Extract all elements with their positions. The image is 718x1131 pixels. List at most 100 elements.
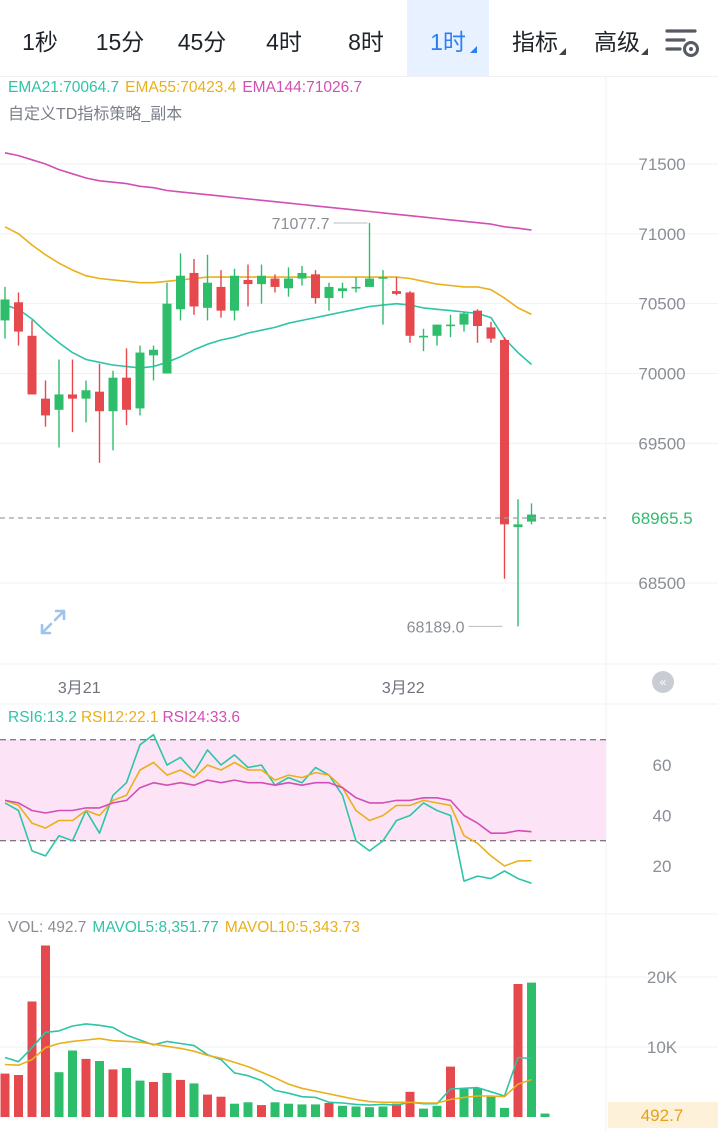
rsi-band xyxy=(0,739,606,841)
ema55-value: EMA55:70423.4 xyxy=(125,79,237,96)
tab-advanced[interactable]: 高级 xyxy=(579,0,655,76)
volume-bar xyxy=(392,1103,401,1117)
high-price-label: 71077.7 xyxy=(272,216,330,233)
volume-bar xyxy=(405,1091,415,1117)
settings-icon[interactable] xyxy=(662,22,702,62)
candle-body xyxy=(324,286,334,299)
current-volume-label: 492.7 xyxy=(641,1106,684,1125)
volume-bar xyxy=(230,1103,239,1117)
candle-body xyxy=(270,278,280,287)
rsi-line-rsi12 xyxy=(4,761,532,867)
price-tick-label: 70000 xyxy=(638,365,685,384)
price-tick-label: 70500 xyxy=(638,295,685,314)
tab-label: 4时 xyxy=(266,29,302,55)
candle-body xyxy=(81,390,91,399)
volume-bar xyxy=(108,1069,118,1117)
rsi6-value: RSI6:13.2 xyxy=(8,709,77,726)
candle-body xyxy=(351,286,361,289)
candle-body xyxy=(14,302,23,332)
candle-body xyxy=(203,282,212,308)
tab-label: 高级 xyxy=(594,29,640,55)
volume-tick-label: 10K xyxy=(647,1038,678,1057)
ema144-line xyxy=(4,152,532,231)
candle-body xyxy=(513,524,523,528)
volume-bar xyxy=(459,1089,469,1117)
tab-15m[interactable]: 15分 xyxy=(82,0,158,76)
candle-body xyxy=(297,272,307,279)
volume-bar xyxy=(378,1106,388,1117)
tab-label: 指标 xyxy=(512,29,558,55)
volume-ma-line-mavol10 xyxy=(4,1037,532,1104)
candle-body xyxy=(365,278,374,287)
tab-4h[interactable]: 4时 xyxy=(246,0,322,76)
volume-bar xyxy=(216,1096,226,1117)
volume-bar xyxy=(311,1104,320,1117)
volume-bar xyxy=(135,1080,145,1117)
price-tick-label: 71000 xyxy=(638,225,685,244)
tab-45m[interactable]: 45分 xyxy=(164,0,240,76)
candle-body xyxy=(0,299,10,321)
rsi-tick-label: 60 xyxy=(653,756,672,775)
mavol10-value: MAVOL10:5,343.73 xyxy=(224,919,360,936)
tab-label: 15分 xyxy=(95,29,145,55)
tab-indicators[interactable]: 指标 xyxy=(497,0,573,76)
vol-value: VOL: 492.7 xyxy=(8,919,87,936)
candle-body xyxy=(432,324,442,336)
volume-bar xyxy=(297,1104,307,1117)
tab-1s[interactable]: 1秒 xyxy=(4,0,76,76)
candle-body xyxy=(446,324,455,327)
rsi-legend: RSI6:13.2 RSI12:22.1 RSI24:33.6 xyxy=(8,709,246,727)
tab-label: 45分 xyxy=(177,29,227,55)
kline-chart[interactable]: 71500 71000 70500 70000 69500 68500 3月21 3月22 71… xyxy=(0,76,718,1131)
candle-body xyxy=(392,291,401,294)
tab-8h[interactable]: 8时 xyxy=(328,0,404,76)
volume-bar xyxy=(162,1072,172,1117)
dropdown-indicator-icon xyxy=(559,48,566,55)
volume-bar xyxy=(0,1073,10,1117)
volume-bar xyxy=(81,1058,91,1117)
volume-bar xyxy=(486,1096,496,1117)
candle-body xyxy=(419,335,428,338)
volume-bar xyxy=(189,1083,199,1117)
volume-bar xyxy=(419,1108,428,1117)
current-price-label: 68965.5 xyxy=(631,509,692,528)
ema21-line xyxy=(4,302,533,369)
volume-bar xyxy=(270,1102,280,1117)
volume-bar xyxy=(365,1107,374,1117)
rsi-tick-label: 20 xyxy=(653,857,672,876)
volume-bar xyxy=(41,945,50,1117)
timeframe-tabs: 1秒 15分 45分 4时 8时 1时 指标 高级 xyxy=(0,0,718,77)
volume-bar xyxy=(351,1106,361,1117)
candle-body xyxy=(108,377,118,412)
volume-bar xyxy=(324,1103,334,1117)
dropdown-indicator-icon xyxy=(470,46,477,53)
ema55-line xyxy=(4,226,532,316)
tab-1h[interactable]: 1时 xyxy=(407,0,489,76)
tab-label: 8时 xyxy=(348,29,384,55)
volume-bar xyxy=(338,1105,347,1117)
volume-bar xyxy=(203,1094,212,1117)
volume-tick-label: 20K xyxy=(647,968,678,987)
date-tick-label: 3月22 xyxy=(382,680,425,697)
candle-body xyxy=(27,335,37,395)
volume-bar xyxy=(14,1075,23,1117)
fullscreen-icon[interactable] xyxy=(34,603,72,641)
candle-body xyxy=(216,286,226,311)
collapse-button[interactable]: « xyxy=(652,671,674,693)
volume-bar xyxy=(500,1107,509,1117)
tab-label: 1时 xyxy=(430,29,466,55)
price-tick-label: 69500 xyxy=(638,434,685,453)
dropdown-indicator-icon xyxy=(641,48,648,55)
date-tick-label: 3月21 xyxy=(58,680,101,697)
candle-body xyxy=(122,377,131,410)
volume-bar xyxy=(68,1050,77,1117)
ema144-value: EMA144:71026.7 xyxy=(242,79,363,96)
volume-bar xyxy=(473,1088,482,1117)
volume-bar xyxy=(513,984,523,1117)
volume-ma-line-mavol5 xyxy=(4,1023,532,1106)
strategy-name: 自定义TD指标策略_副本 xyxy=(8,106,183,123)
candle-body xyxy=(162,303,172,374)
candle-body xyxy=(41,398,50,416)
candle-body xyxy=(176,275,185,310)
mavol5-value: MAVOL5:8,351.77 xyxy=(92,919,219,936)
